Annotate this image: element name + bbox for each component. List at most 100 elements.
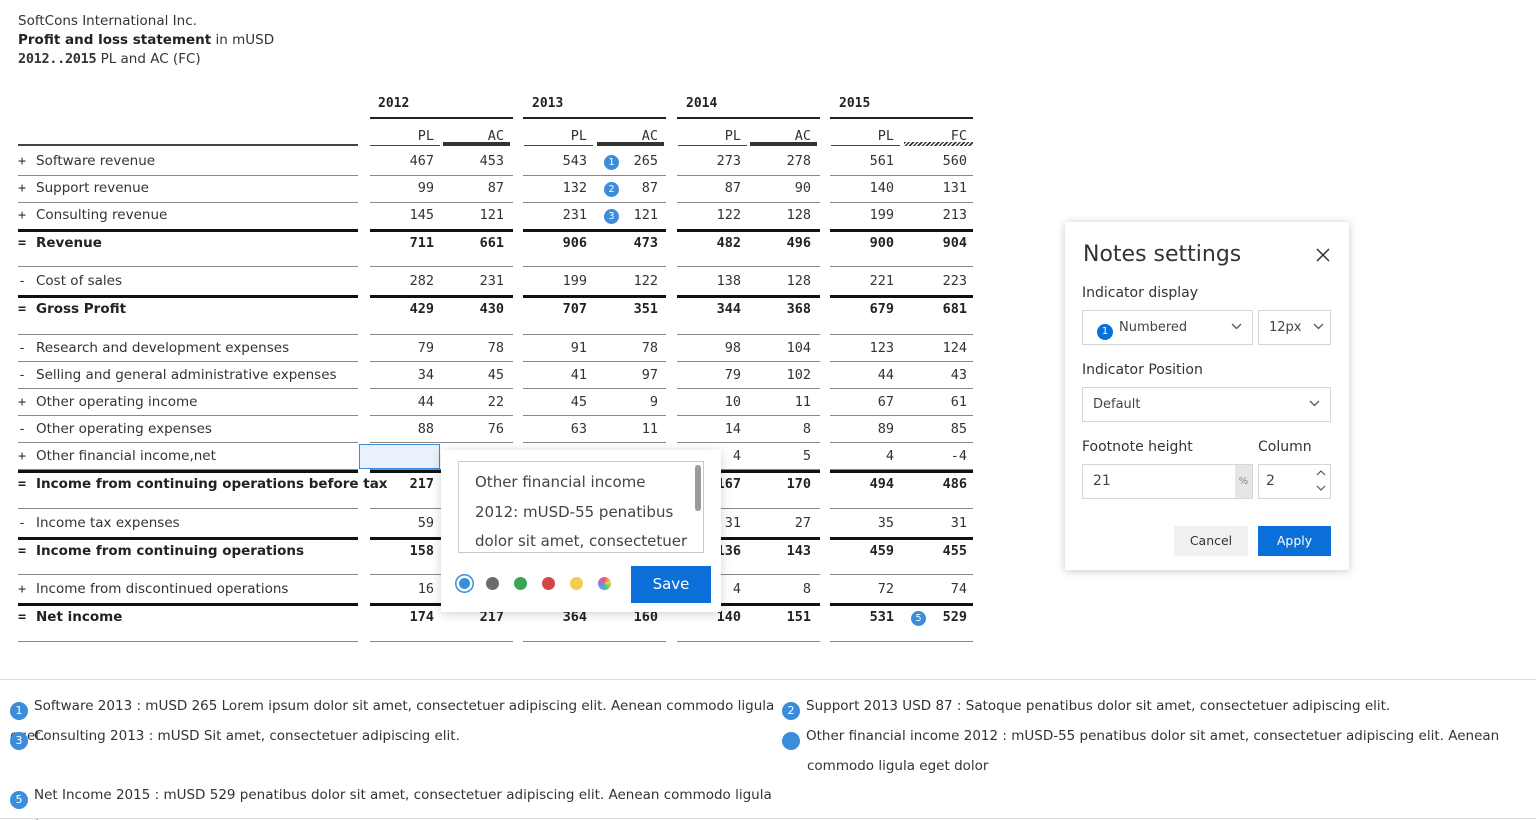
footnote-height-input[interactable]: 21 % <box>1082 464 1253 499</box>
table-cell[interactable]: 79 <box>417 340 434 356</box>
table-cell[interactable]: 174 <box>409 609 434 625</box>
row-label[interactable]: + Other financial income,net <box>18 448 358 464</box>
table-cell[interactable]: 661 <box>479 235 504 251</box>
table-cell[interactable]: 89 <box>877 421 894 437</box>
table-cell[interactable]: 128 <box>786 207 811 223</box>
color-swatch[interactable] <box>570 577 583 590</box>
table-cell[interactable]: 906 <box>562 235 587 251</box>
table-cell[interactable]: 199 <box>562 273 587 289</box>
note-text[interactable]: Other financial income 2012: mUSD-55 pen… <box>475 473 688 550</box>
table-cell[interactable]: 344 <box>716 301 741 317</box>
table-cell[interactable]: 4 <box>732 581 741 597</box>
indicator-position-select[interactable]: Default <box>1082 387 1331 422</box>
table-cell[interactable]: 900 <box>869 235 894 251</box>
row-label[interactable]: = Net income <box>18 609 358 625</box>
table-cell[interactable]: 88 <box>417 421 434 437</box>
table-cell[interactable]: 707 <box>562 301 587 317</box>
table-cell[interactable]: 4 <box>732 448 741 464</box>
table-cell[interactable]: 494 <box>869 476 894 492</box>
table-cell[interactable]: 44 <box>877 367 894 383</box>
note-scrollbar[interactable] <box>695 465 701 511</box>
row-label[interactable]: + Other operating income <box>18 394 358 410</box>
table-cell[interactable]: 121 <box>479 207 504 223</box>
table-cell[interactable]: 140 <box>716 609 741 625</box>
row-label[interactable]: - Selling and general administrative expe… <box>18 367 358 383</box>
table-cell[interactable]: 364 <box>562 609 587 625</box>
table-cell[interactable]: 217 <box>409 476 434 492</box>
table-cell[interactable]: 221 <box>869 273 894 289</box>
table-cell[interactable]: 429 <box>409 301 434 317</box>
table-cell[interactable]: 531 <box>869 609 894 625</box>
table-cell[interactable]: 351 <box>633 301 658 317</box>
table-cell[interactable]: 278 <box>786 153 811 169</box>
table-cell[interactable]: 131 <box>942 180 967 196</box>
table-cell[interactable]: 99 <box>417 180 434 196</box>
table-cell[interactable]: 102 <box>786 367 811 383</box>
table-cell[interactable]: 560 <box>942 153 967 169</box>
table-cell[interactable]: 486 <box>942 476 967 492</box>
table-cell[interactable]: 63 <box>570 421 587 437</box>
table-cell[interactable]: 561 <box>869 153 894 169</box>
table-cell[interactable]: 121 <box>633 207 658 223</box>
table-cell[interactable]: 473 <box>633 235 658 251</box>
stepper-up-icon[interactable] <box>1316 469 1326 476</box>
table-cell[interactable]: 529 <box>942 609 967 625</box>
row-label[interactable]: = Income from continuing operations <box>18 543 358 559</box>
table-cell[interactable]: 679 <box>869 301 894 317</box>
table-cell[interactable]: 455 <box>942 543 967 559</box>
table-cell[interactable]: 904 <box>942 235 967 251</box>
row-label[interactable]: = Gross Profit <box>18 301 358 317</box>
table-cell[interactable]: 496 <box>786 235 811 251</box>
table-cell[interactable]: 231 <box>562 207 587 223</box>
table-cell[interactable]: 76 <box>487 421 504 437</box>
table-cell[interactable]: 123 <box>869 340 894 356</box>
table-cell[interactable]: 78 <box>641 340 658 356</box>
table-cell[interactable]: 467 <box>409 153 434 169</box>
table-cell[interactable]: 31 <box>950 515 967 531</box>
table-cell[interactable]: 482 <box>716 235 741 251</box>
table-cell[interactable]: 282 <box>409 273 434 289</box>
table-cell[interactable]: 199 <box>869 207 894 223</box>
table-cell[interactable]: 158 <box>409 543 434 559</box>
table-cell[interactable]: 61 <box>950 394 967 410</box>
table-cell[interactable]: 16 <box>417 581 434 597</box>
table-cell[interactable]: 91 <box>570 340 587 356</box>
note-text-area[interactable]: Other financial income 2012: mUSD-55 pen… <box>458 461 704 553</box>
close-icon[interactable] <box>1315 244 1331 269</box>
table-cell[interactable]: 10 <box>724 394 741 410</box>
row-label[interactable]: - Other operating expenses <box>18 421 358 437</box>
table-cell[interactable]: 122 <box>633 273 658 289</box>
color-swatch[interactable] <box>514 577 527 590</box>
cancel-button[interactable]: Cancel <box>1174 526 1248 556</box>
table-cell[interactable]: 223 <box>942 273 967 289</box>
table-cell[interactable]: 45 <box>570 394 587 410</box>
row-label[interactable]: + Consulting revenue <box>18 207 358 223</box>
row-label[interactable]: + Support revenue <box>18 180 358 196</box>
table-cell[interactable]: 45 <box>487 367 504 383</box>
save-button[interactable]: Save <box>631 566 711 603</box>
table-cell[interactable]: 711 <box>409 235 434 251</box>
indicator-style-select[interactable]: 1 Numbered <box>1082 310 1253 345</box>
table-cell[interactable]: 140 <box>869 180 894 196</box>
table-cell[interactable]: 14 <box>724 421 741 437</box>
color-swatch[interactable] <box>486 577 499 590</box>
table-cell[interactable]: 9 <box>649 394 658 410</box>
column-stepper[interactable]: 2 <box>1258 464 1331 499</box>
row-label[interactable]: = Revenue <box>18 235 358 251</box>
table-cell[interactable]: 97 <box>641 367 658 383</box>
table-cell[interactable]: 104 <box>786 340 811 356</box>
table-cell[interactable]: 43 <box>950 367 967 383</box>
note-indicator-badge[interactable]: 1 <box>604 155 619 170</box>
table-cell[interactable]: 430 <box>479 301 504 317</box>
table-cell[interactable]: 22 <box>487 394 504 410</box>
table-cell[interactable]: 368 <box>786 301 811 317</box>
row-label[interactable]: + Software revenue <box>18 153 358 169</box>
color-swatch[interactable] <box>598 577 611 590</box>
indicator-size-select[interactable]: 12px <box>1258 310 1331 345</box>
table-cell[interactable]: 8 <box>802 421 811 437</box>
table-cell[interactable]: 79 <box>724 367 741 383</box>
table-cell[interactable]: 31 <box>724 515 741 531</box>
table-cell[interactable]: 543 <box>562 153 587 169</box>
note-indicator-badge[interactable]: 3 <box>604 209 619 224</box>
row-label[interactable]: = Income from continuing operations befor… <box>18 476 388 492</box>
